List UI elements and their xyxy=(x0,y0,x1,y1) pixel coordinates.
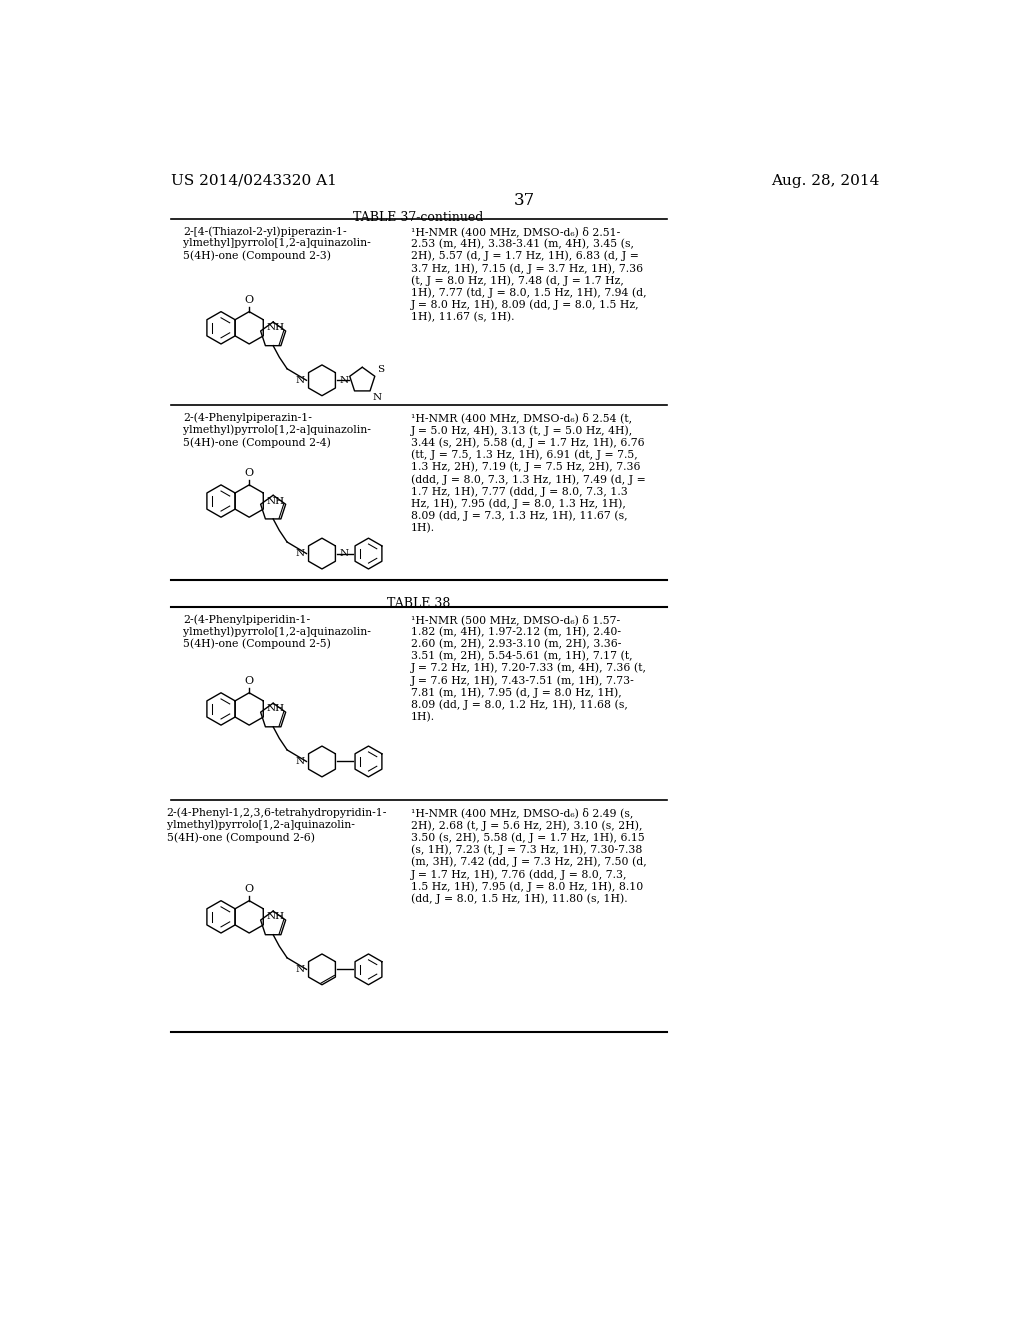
Text: S: S xyxy=(377,364,384,374)
Text: 2-[4-(Thiazol-2-yl)piperazin-1-
ylmethyl]pyrrolo[1,2-a]quinazolin-
5(4H)-one (Co: 2-[4-(Thiazol-2-yl)piperazin-1- ylmethyl… xyxy=(183,226,371,260)
Text: US 2014/0243320 A1: US 2014/0243320 A1 xyxy=(171,174,337,187)
Text: ¹H-NMR (400 MHz, DMSO-d₆) δ 2.49 (s,
2H), 2.68 (t, J = 5.6 Hz, 2H), 3.10 (s, 2H): ¹H-NMR (400 MHz, DMSO-d₆) δ 2.49 (s, 2H)… xyxy=(411,808,646,904)
Text: 2-(4-Phenylpiperazin-1-
ylmethyl)pyrrolo[1,2-a]quinazolin-
5(4H)-one (Compound 2: 2-(4-Phenylpiperazin-1- ylmethyl)pyrrolo… xyxy=(183,412,371,447)
Text: O: O xyxy=(245,469,254,478)
Text: N: N xyxy=(373,393,382,403)
Text: TABLE 38: TABLE 38 xyxy=(387,598,451,610)
Text: N: N xyxy=(339,549,348,558)
Text: O: O xyxy=(245,884,254,894)
Text: N: N xyxy=(296,756,305,766)
Text: N: N xyxy=(296,965,305,974)
Text: ¹H-NMR (400 MHz, DMSO-d₆) δ 2.54 (t,
J = 5.0 Hz, 4H), 3.13 (t, J = 5.0 Hz, 4H),
: ¹H-NMR (400 MHz, DMSO-d₆) δ 2.54 (t, J =… xyxy=(411,412,645,533)
Text: N: N xyxy=(296,549,305,558)
Text: NH: NH xyxy=(266,496,285,506)
Text: Aug. 28, 2014: Aug. 28, 2014 xyxy=(771,174,880,187)
Text: NH: NH xyxy=(266,323,285,333)
Text: 2-(4-Phenyl-1,2,3,6-tetrahydropyridin-1-
ylmethyl)pyrrolo[1,2-a]quinazolin-
5(4H: 2-(4-Phenyl-1,2,3,6-tetrahydropyridin-1-… xyxy=(167,808,387,842)
Text: ¹H-NMR (500 MHz, DMSO-d₆) δ 1.57-
1.82 (m, 4H), 1.97-2.12 (m, 1H), 2.40-
2.60 (m: ¹H-NMR (500 MHz, DMSO-d₆) δ 1.57- 1.82 (… xyxy=(411,614,647,722)
Text: N: N xyxy=(339,376,348,385)
Text: O: O xyxy=(245,294,254,305)
Text: 2-(4-Phenylpiperidin-1-
ylmethyl)pyrrolo[1,2-a]quinazolin-
5(4H)-one (Compound 2: 2-(4-Phenylpiperidin-1- ylmethyl)pyrrolo… xyxy=(183,614,371,649)
Text: N: N xyxy=(296,376,305,385)
Text: ¹H-NMR (400 MHz, DMSO-d₆) δ 2.51-
2.53 (m, 4H), 3.38-3.41 (m, 4H), 3.45 (s,
2H),: ¹H-NMR (400 MHz, DMSO-d₆) δ 2.51- 2.53 (… xyxy=(411,226,646,322)
Text: 37: 37 xyxy=(514,191,536,209)
Text: O: O xyxy=(245,676,254,686)
Text: NH: NH xyxy=(266,705,285,713)
Text: NH: NH xyxy=(266,912,285,921)
Text: TABLE 37-continued: TABLE 37-continued xyxy=(353,211,483,224)
